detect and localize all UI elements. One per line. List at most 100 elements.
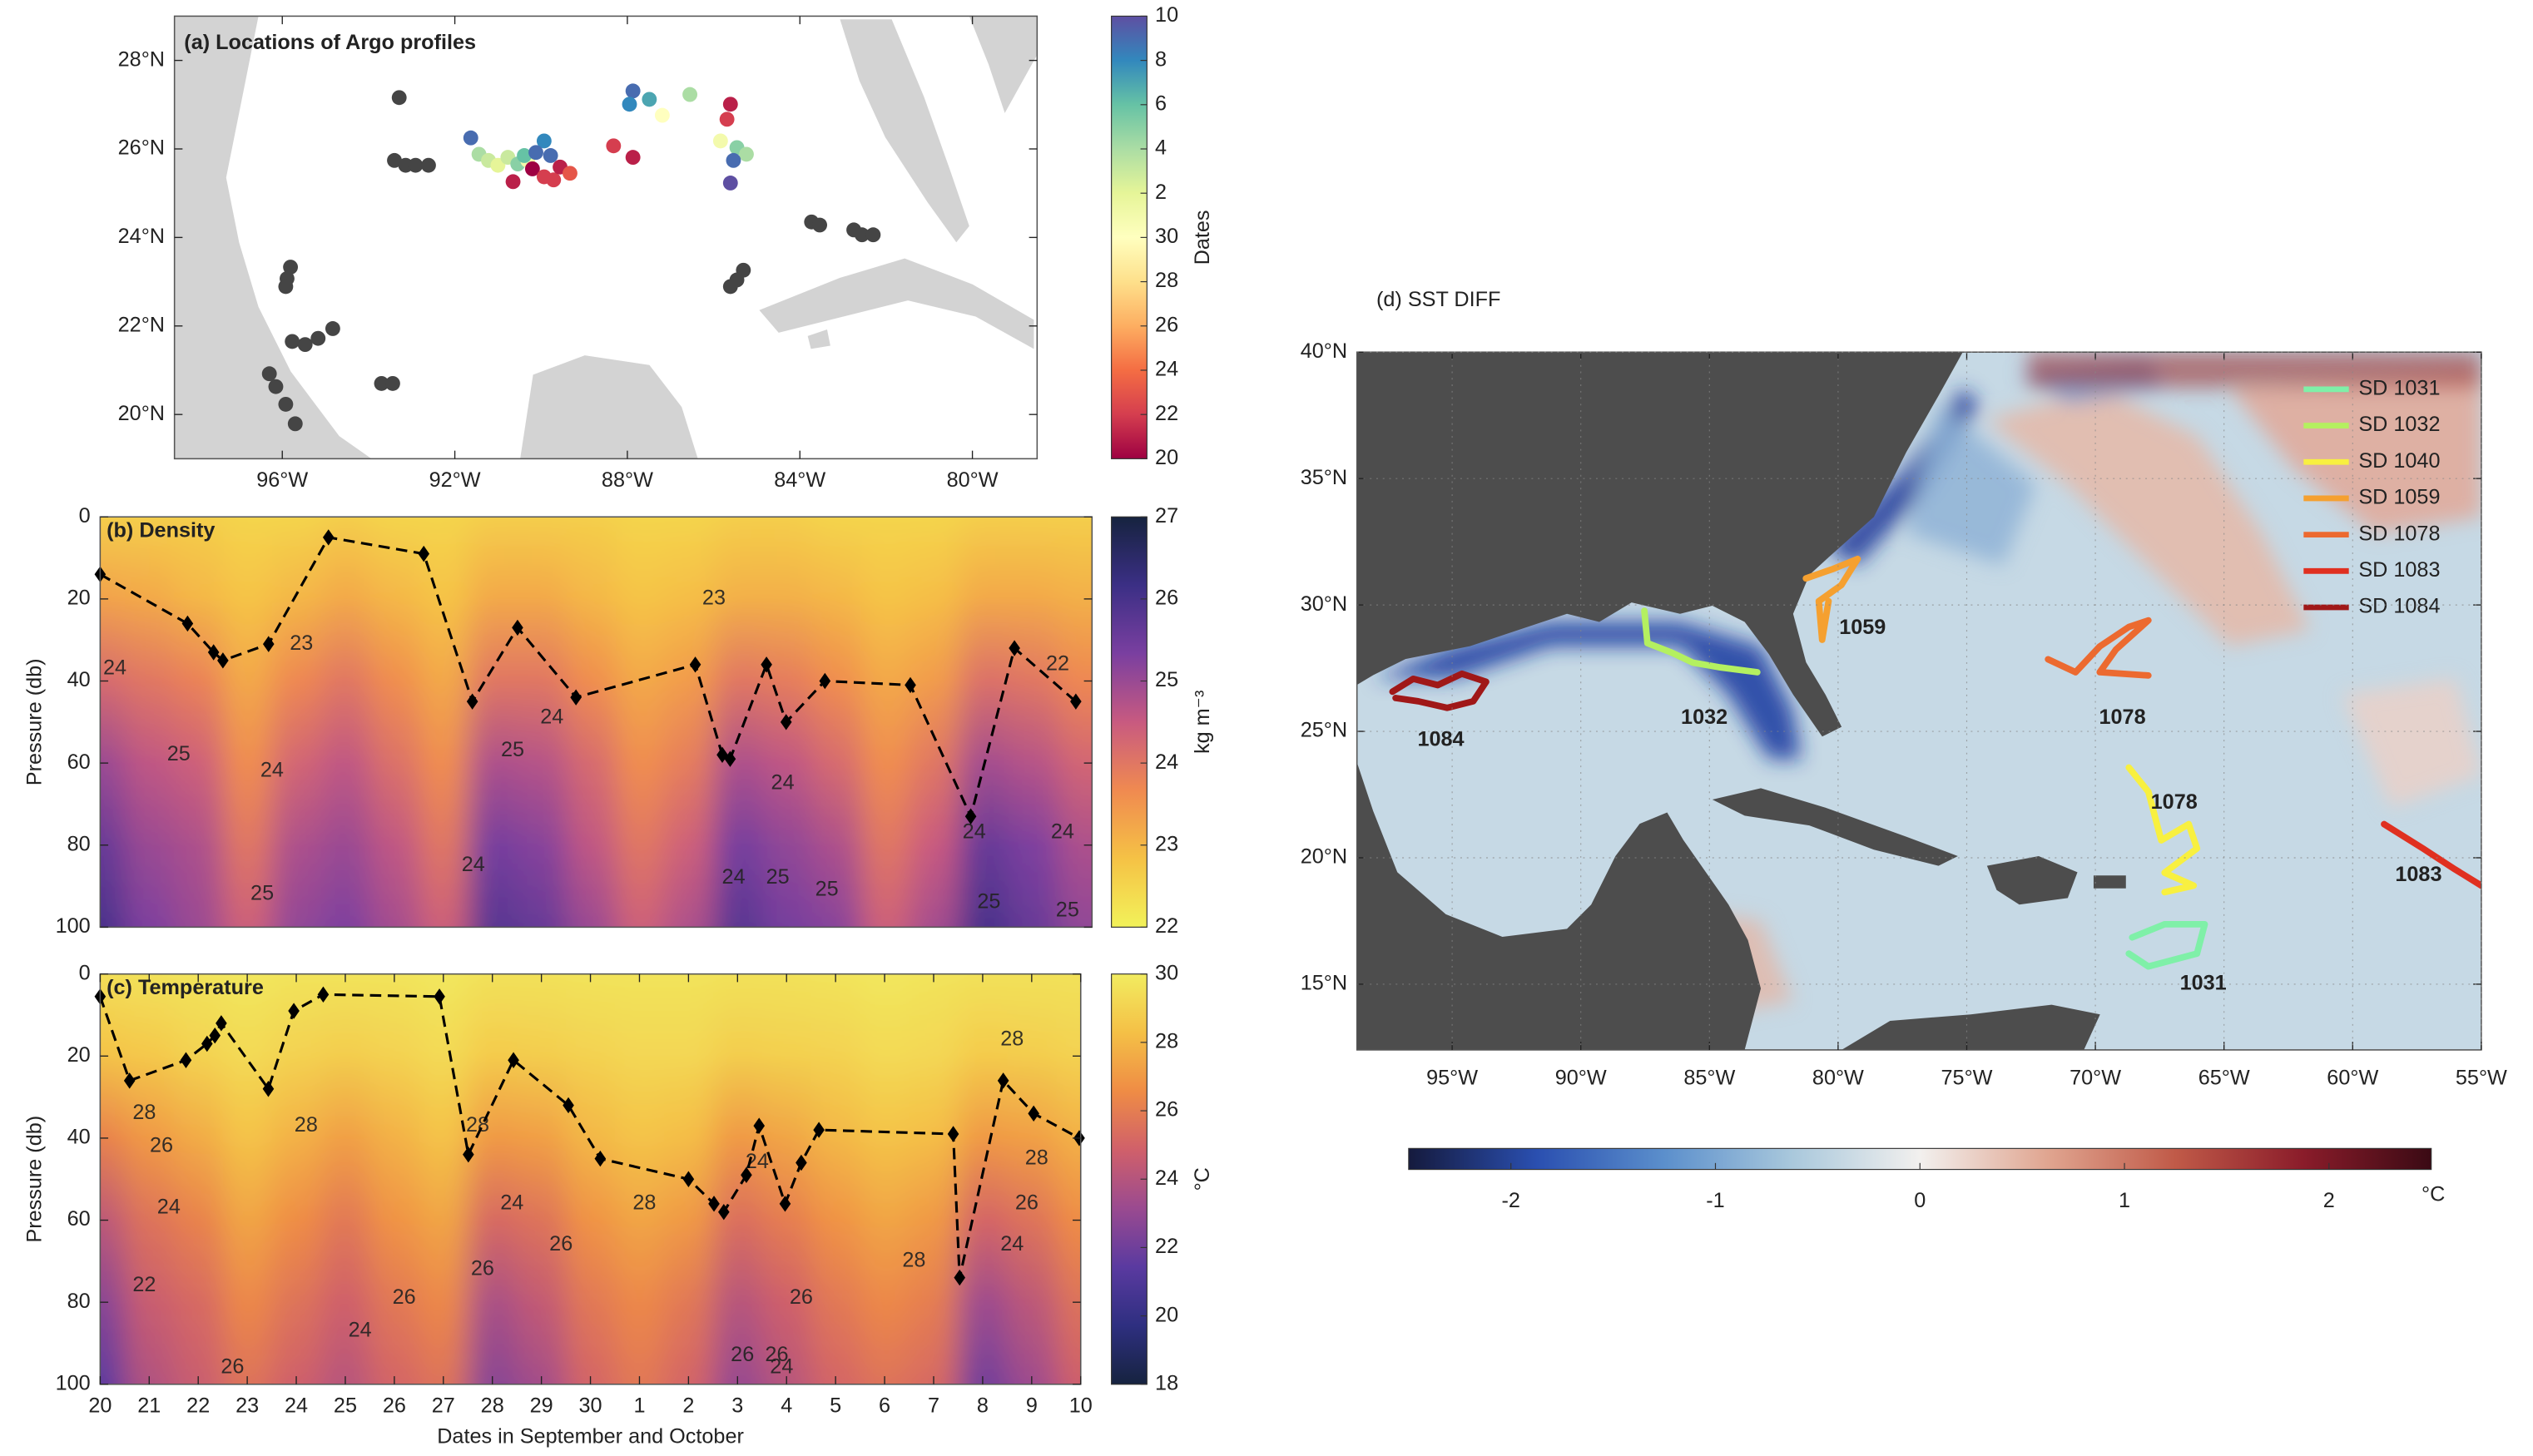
contour-label: 24 bbox=[103, 656, 126, 679]
land bbox=[840, 19, 969, 243]
x-tick-label: 3 bbox=[731, 1394, 743, 1418]
profile-point bbox=[261, 366, 277, 382]
profile-point bbox=[297, 337, 313, 353]
sst-patch bbox=[2027, 352, 2481, 388]
field-column bbox=[959, 517, 1009, 928]
contour-label: 25 bbox=[250, 882, 274, 905]
contour-label: 28 bbox=[902, 1249, 925, 1272]
colorbar-tick-label: 26 bbox=[1155, 587, 1178, 610]
field-column bbox=[100, 517, 126, 928]
y-tick-label: 100 bbox=[56, 914, 91, 938]
track-label: 1031 bbox=[2180, 972, 2227, 995]
field-column bbox=[811, 517, 862, 928]
x-tick-label: 85°W bbox=[1683, 1067, 1735, 1090]
field-column bbox=[468, 517, 518, 928]
contour-label: 26 bbox=[221, 1355, 244, 1379]
colorbar-tick-label: 26 bbox=[1155, 1098, 1178, 1122]
field-column bbox=[1058, 517, 1093, 928]
profile-point bbox=[408, 157, 424, 173]
colorbar-tick-label: 30 bbox=[1155, 225, 1178, 248]
float-track bbox=[1641, 607, 1761, 676]
field-column bbox=[320, 517, 371, 928]
profile-point bbox=[654, 107, 670, 123]
contour-label: 25 bbox=[977, 889, 1000, 913]
contour-label: 28 bbox=[1025, 1146, 1048, 1169]
panel-title: (a) Locations of Argo profiles bbox=[184, 31, 476, 54]
contour-label: 28 bbox=[295, 1113, 318, 1137]
y-tick-label: 40 bbox=[67, 1126, 91, 1149]
field-column bbox=[713, 517, 764, 928]
track-label: 1084 bbox=[1417, 727, 1464, 750]
land bbox=[1356, 762, 1762, 1050]
profile-point bbox=[622, 97, 637, 112]
mld-marker bbox=[779, 1196, 791, 1212]
field-column bbox=[222, 517, 273, 928]
contour-label: 24 bbox=[963, 820, 986, 844]
mld-marker bbox=[780, 714, 792, 730]
mld-marker bbox=[813, 1122, 825, 1138]
field-column bbox=[517, 973, 568, 1384]
field bbox=[100, 517, 1093, 928]
contour-label: 26 bbox=[549, 1232, 573, 1255]
profile-point bbox=[543, 148, 558, 163]
colorbar-tick-label: 24 bbox=[1155, 750, 1178, 774]
x-tick-label: 6 bbox=[879, 1394, 890, 1418]
mld-marker bbox=[563, 1097, 574, 1114]
y-tick-label: 25°N bbox=[1301, 719, 1347, 742]
sst-patch bbox=[2342, 678, 2481, 808]
contour-label: 25 bbox=[167, 742, 191, 765]
profile-point bbox=[524, 161, 540, 176]
field-column bbox=[173, 517, 224, 928]
mld-marker bbox=[724, 750, 736, 767]
colorbar-tick-label: 27 bbox=[1155, 504, 1178, 527]
field-clip bbox=[100, 517, 1093, 928]
field-column bbox=[910, 517, 960, 928]
contour-label: 26 bbox=[471, 1256, 494, 1280]
track-label: 1078 bbox=[2099, 706, 2146, 729]
mld-marker bbox=[1009, 640, 1020, 656]
mld-marker bbox=[288, 1003, 300, 1019]
contour-label: 25 bbox=[766, 865, 790, 889]
field-column bbox=[369, 973, 420, 1384]
field-column bbox=[712, 973, 763, 1384]
contour-label: 24 bbox=[1051, 820, 1074, 844]
y-tick-label: 26°N bbox=[118, 136, 165, 160]
y-tick-label: 20°N bbox=[1301, 845, 1347, 869]
x-tick-label: 2 bbox=[682, 1394, 694, 1418]
x-tick-label: 8 bbox=[977, 1394, 989, 1418]
field-column bbox=[664, 517, 715, 928]
x-tick-label: 22 bbox=[186, 1394, 210, 1418]
profile-point bbox=[722, 279, 738, 295]
y-tick-label: 20 bbox=[67, 587, 91, 610]
field-column bbox=[419, 973, 469, 1384]
field-column bbox=[1007, 973, 1058, 1384]
x-tick-label: 4 bbox=[781, 1394, 792, 1418]
x-tick-label: 29 bbox=[530, 1394, 553, 1418]
contour-label: 25 bbox=[815, 878, 839, 901]
colorbar-label: Dates bbox=[1191, 210, 1214, 265]
colorbar-tick-label: 18 bbox=[1155, 1371, 1178, 1394]
contour-label: 22 bbox=[132, 1273, 156, 1296]
land bbox=[2093, 875, 2126, 889]
mld-marker bbox=[418, 545, 430, 562]
colorbar-label: kg m⁻³ bbox=[1191, 691, 1214, 754]
contour-label: 26 bbox=[1015, 1191, 1038, 1214]
mld-marker bbox=[434, 988, 445, 1005]
colorbar-tick-label: 2 bbox=[2323, 1189, 2335, 1212]
x-tick-label: 5 bbox=[830, 1394, 841, 1418]
x-axis-label: Dates in September and October bbox=[437, 1425, 744, 1449]
float-track bbox=[2381, 820, 2481, 889]
land bbox=[174, 16, 372, 459]
colorbar-tick-label: 20 bbox=[1155, 1303, 1178, 1326]
profile-point bbox=[726, 152, 741, 168]
mld-marker bbox=[262, 1081, 275, 1097]
contour-label: 23 bbox=[702, 587, 726, 610]
field-column bbox=[222, 973, 273, 1384]
legend-label: SD 1083 bbox=[2358, 558, 2440, 582]
land bbox=[1356, 352, 1963, 737]
x-tick-label: 20 bbox=[88, 1394, 112, 1418]
track-label: 1059 bbox=[1839, 616, 1886, 639]
float-track bbox=[2125, 921, 2208, 970]
profile-point bbox=[712, 133, 728, 149]
y-axis-label: Pressure (db) bbox=[22, 1116, 46, 1243]
